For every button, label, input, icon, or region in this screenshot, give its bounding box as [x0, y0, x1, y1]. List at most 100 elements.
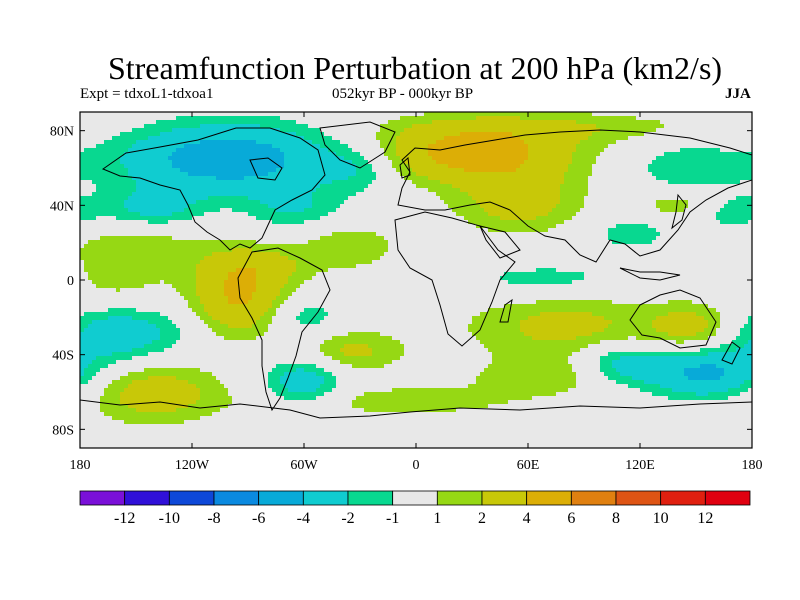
field-cell: [568, 184, 573, 189]
field-cell: [188, 124, 193, 129]
field-cell: [116, 200, 121, 205]
field-cell: [540, 208, 545, 213]
field-cell: [276, 204, 281, 209]
field-cell: [724, 204, 729, 209]
field-cell: [576, 208, 581, 213]
field-cell: [500, 112, 505, 117]
field-cell: [288, 172, 293, 177]
field-cell: [464, 224, 469, 229]
field-cell: [420, 208, 425, 213]
field-cell: [204, 228, 209, 233]
field-cell: [160, 212, 165, 217]
field-cell: [536, 176, 541, 181]
field-cell: [100, 164, 105, 169]
field-cell: [628, 112, 633, 117]
field-cell: [260, 112, 265, 117]
field-cell: [728, 212, 733, 217]
field-cell: [624, 168, 629, 173]
field-cell: [652, 124, 657, 129]
field-cell: [332, 140, 337, 145]
field-cell: [96, 192, 101, 197]
field-cell: [620, 124, 625, 129]
field-cell: [232, 204, 237, 209]
field-cell: [288, 208, 293, 213]
field-cell: [360, 120, 365, 125]
field-cell: [160, 176, 165, 181]
field-cell: [388, 224, 393, 229]
field-cell: [560, 128, 565, 133]
field-cell: [292, 204, 297, 209]
field-cell: [568, 224, 573, 229]
field-cell: [108, 204, 113, 209]
field-cell: [284, 228, 289, 233]
field-cell: [192, 164, 197, 169]
field-cell: [360, 168, 365, 173]
field-cell: [748, 116, 752, 121]
field-cell: [156, 124, 161, 129]
field-cell: [676, 140, 681, 145]
field-cell: [700, 120, 705, 125]
field-cell: [636, 124, 641, 129]
field-cell: [640, 224, 645, 229]
field-cell: [348, 208, 353, 213]
field-cell: [112, 164, 117, 169]
field-cell: [576, 212, 581, 217]
field-cell: [232, 212, 237, 217]
field-cell: [704, 204, 709, 209]
field-cell: [364, 196, 369, 201]
field-cell: [516, 112, 521, 117]
field-cell: [492, 184, 497, 189]
field-cell: [296, 140, 301, 145]
field-cell: [672, 136, 677, 141]
field-cell: [644, 132, 649, 137]
field-cell: [636, 200, 641, 205]
field-cell: [216, 112, 221, 117]
field-cell: [560, 132, 565, 137]
field-cell: [724, 112, 729, 117]
field-cell: [588, 184, 593, 189]
field-cell: [160, 168, 165, 173]
field-cell: [444, 160, 449, 165]
field-cell: [248, 144, 253, 149]
field-cell: [428, 152, 433, 157]
field-cell: [88, 144, 93, 149]
field-cell: [184, 180, 189, 185]
field-cell: [316, 224, 321, 229]
field-cell: [360, 160, 365, 165]
field-cell: [740, 124, 745, 129]
field-cell: [404, 156, 409, 161]
field-cell: [656, 180, 661, 185]
field-cell: [372, 204, 377, 209]
field-cell: [152, 228, 157, 233]
field-cell: [288, 212, 293, 217]
field-cell: [276, 152, 281, 157]
field-cell: [268, 216, 273, 221]
field-cell: [184, 176, 189, 181]
field-cell: [436, 196, 441, 201]
field-cell: [644, 204, 649, 209]
field-cell: [448, 180, 453, 185]
field-cell: [452, 116, 457, 121]
field-cell: [92, 116, 97, 121]
field-cell: [672, 156, 677, 161]
field-cell: [168, 116, 173, 121]
field-cell: [704, 168, 709, 173]
field-cell: [100, 168, 105, 173]
field-cell: [576, 196, 581, 201]
field-cell: [616, 120, 621, 125]
field-cell: [420, 140, 425, 145]
field-cell: [392, 164, 397, 169]
field-cell: [244, 120, 249, 125]
field-cell: [700, 180, 705, 185]
field-cell: [384, 224, 389, 229]
field-cell: [200, 148, 205, 153]
field-cell: [284, 176, 289, 181]
field-cell: [704, 184, 709, 189]
field-cell: [604, 152, 609, 157]
field-cell: [352, 220, 357, 225]
field-cell: [712, 160, 717, 165]
field-cell: [488, 176, 493, 181]
field-cell: [496, 148, 501, 153]
field-cell: [124, 176, 129, 181]
field-cell: [240, 224, 245, 229]
